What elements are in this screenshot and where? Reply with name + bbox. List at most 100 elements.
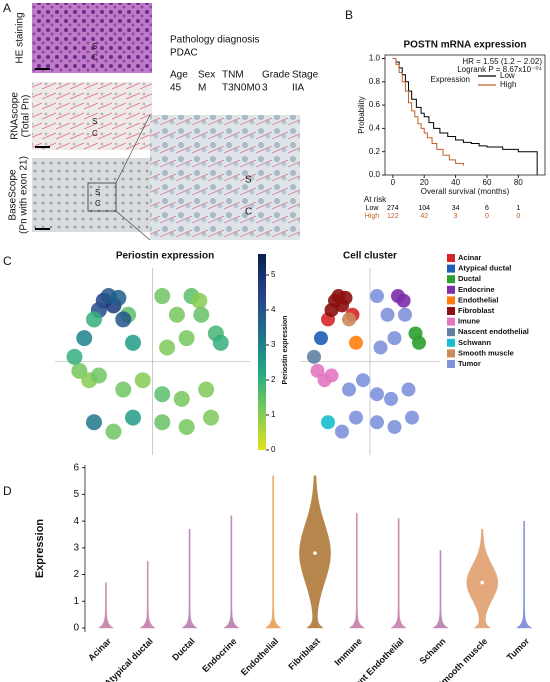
violin	[432, 550, 449, 629]
legend-swatch	[447, 360, 455, 368]
survival-curve	[392, 57, 464, 166]
cell-point	[373, 340, 388, 355]
x-tick-label: 0	[391, 178, 396, 187]
cell-point	[173, 390, 190, 407]
legend-label: Schwann	[458, 338, 491, 347]
cell-point	[159, 339, 176, 356]
risk-title: At risk	[364, 195, 387, 204]
cell-point	[342, 312, 356, 327]
risk-value: 122	[387, 213, 399, 220]
legend-label: Fibroblast	[458, 306, 495, 315]
cell-point	[370, 387, 384, 402]
x-tick-label: Fibriblast	[286, 636, 322, 672]
region-label: C	[92, 129, 98, 138]
panel-label: D	[3, 484, 12, 498]
cell-point	[90, 367, 107, 384]
region-label: S	[92, 117, 97, 126]
cell-point	[105, 423, 122, 440]
clinical-header: Age	[170, 70, 188, 81]
x-tick-label: 80	[514, 178, 523, 187]
region-label: S	[92, 42, 97, 51]
annotation: HR = 1.55 (1.2 − 2.02)	[462, 57, 542, 66]
cell-point	[86, 414, 102, 431]
legend-swatch	[447, 328, 455, 337]
risk-value: 0	[485, 213, 489, 220]
x-tick-label: Ductal	[170, 636, 197, 663]
stain-label: (Total Pn)	[21, 95, 32, 138]
clinical-value: T3N0M0	[222, 83, 261, 94]
cell-point	[398, 307, 412, 322]
risk-value: 104	[418, 205, 430, 212]
clinical-header: Grade	[262, 70, 290, 81]
x-tick-label: Nascent Endothelial	[338, 636, 406, 682]
median	[480, 580, 485, 585]
clinical-value: IIA	[292, 83, 305, 94]
cell-point	[412, 335, 426, 350]
y-tick-label: 0.2	[369, 147, 381, 156]
cell-point	[110, 289, 127, 306]
cell-point	[191, 292, 208, 309]
cell-point	[168, 306, 185, 323]
x-tick-label: Endothelial	[239, 636, 280, 677]
cell-point	[324, 303, 339, 318]
legend-swatch	[447, 254, 455, 262]
cell-point	[321, 415, 335, 430]
x-tick-label: Schann	[417, 636, 447, 666]
chart-title: POSTN mRNA expression	[404, 40, 527, 51]
cell-point	[193, 306, 210, 323]
colorbar-label: Periostin expression	[282, 316, 289, 385]
clinical-header: Sex	[198, 70, 215, 81]
colorbar-tick-label: 4	[271, 305, 276, 314]
cell-point	[154, 288, 171, 305]
risk-row-label: High	[365, 213, 380, 220]
legend-label: Low	[500, 71, 515, 80]
cell-point	[198, 381, 215, 398]
colorbar-tick-label: 0	[271, 445, 276, 454]
violin	[181, 528, 198, 629]
risk-value: 42	[420, 213, 428, 220]
cell-point	[76, 330, 93, 347]
risk-value: 274	[387, 205, 399, 212]
cell-point	[115, 381, 132, 398]
risk-value: 1	[516, 205, 520, 212]
cell-point	[203, 409, 219, 426]
median	[313, 551, 317, 555]
x-tick-label: 60	[483, 178, 492, 187]
y-tick-label: 3	[73, 542, 79, 553]
legend-label: Smooth muscle	[458, 348, 514, 357]
cell-point	[384, 391, 398, 406]
x-tick-label: 40	[451, 178, 460, 187]
violin	[223, 515, 240, 629]
y-tick-label: 4	[73, 516, 79, 527]
legend-label: Nascent endothelial	[458, 327, 529, 336]
x-tick-label: Tumor	[505, 636, 532, 663]
y-tick-label: 0	[73, 623, 79, 634]
legend-label: Ductal	[458, 274, 481, 283]
clinical-header: Stage	[292, 70, 319, 81]
y-tick-label: 5	[73, 489, 79, 500]
cell-point	[307, 349, 321, 364]
colorbar-tick-label: 5	[271, 270, 276, 279]
basescope-image	[32, 158, 152, 232]
cell-point	[324, 368, 339, 383]
legend-label: Imune	[458, 317, 480, 326]
legend-label: Endocrine	[458, 285, 495, 294]
diagnosis: PDAC	[170, 48, 198, 59]
colorbar-tick-label: 3	[271, 340, 276, 349]
legend-swatch	[447, 317, 455, 326]
cell-point	[212, 334, 229, 351]
region-label: S	[245, 175, 252, 186]
clinical-value: 45	[170, 83, 182, 94]
y-tick-label: 0.4	[369, 124, 381, 133]
risk-value: 34	[452, 205, 460, 212]
cell-point	[387, 331, 402, 346]
violin	[515, 520, 533, 629]
cell-point	[125, 334, 141, 351]
violin	[265, 475, 282, 629]
survival-curve	[392, 57, 538, 175]
cell-point	[86, 311, 102, 328]
violin	[139, 560, 156, 629]
stain-label: RNAscope	[10, 92, 21, 140]
